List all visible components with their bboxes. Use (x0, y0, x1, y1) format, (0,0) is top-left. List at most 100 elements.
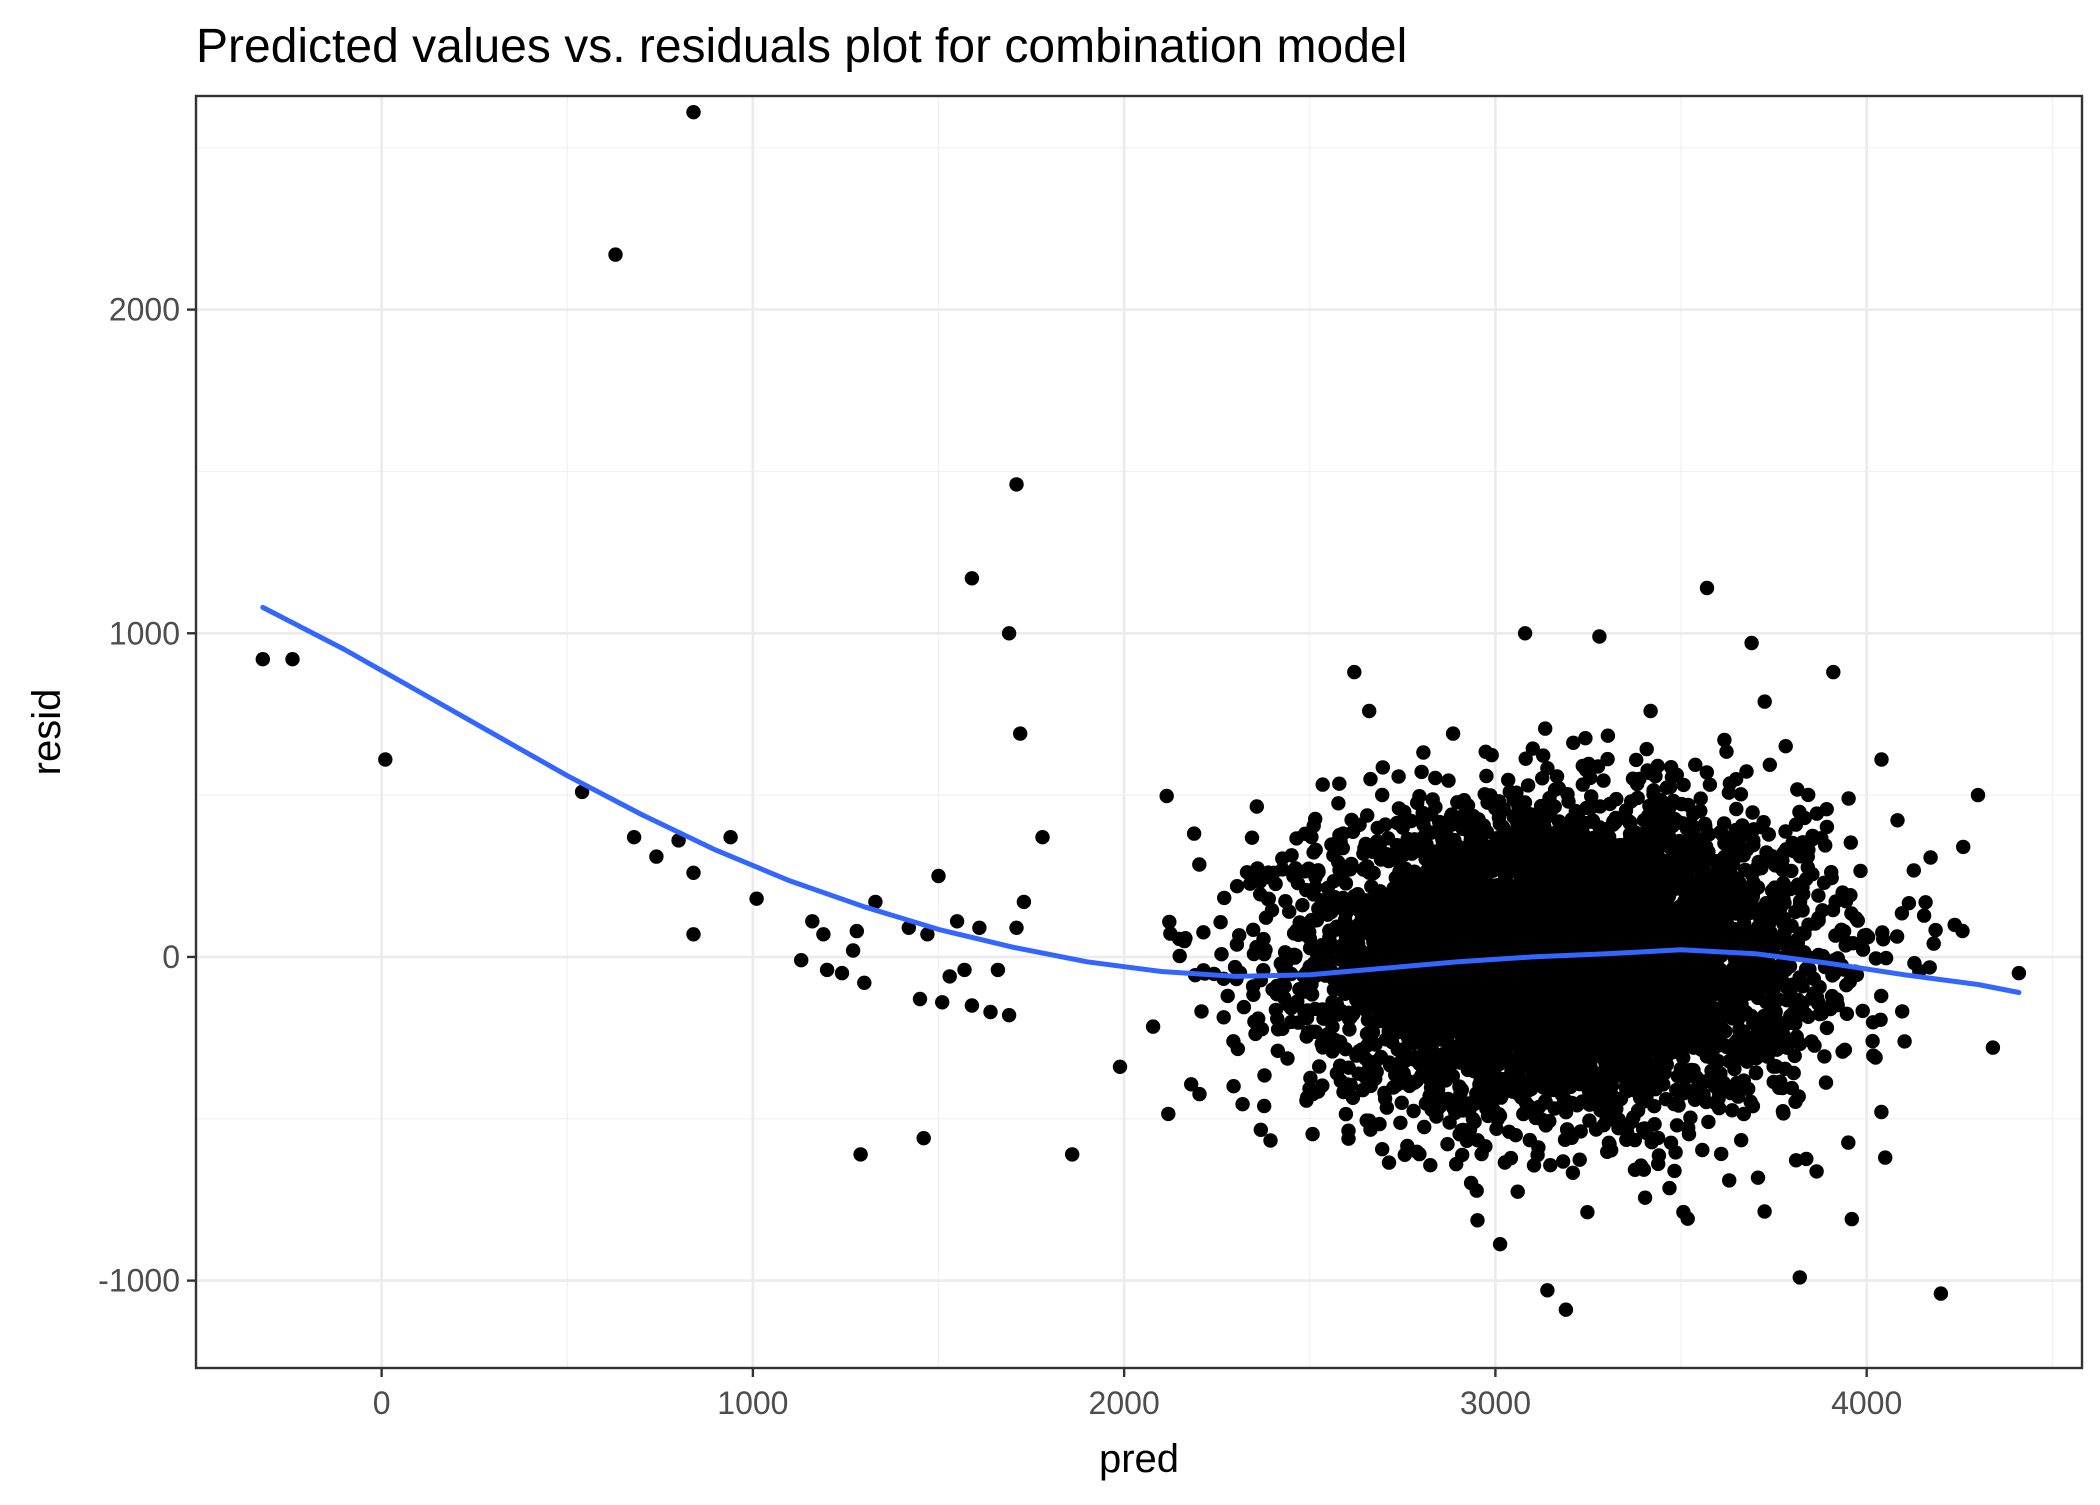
scatter-point (1600, 752, 1614, 766)
scatter-point (1799, 1152, 1813, 1166)
scatter-point (1511, 1185, 1525, 1199)
scatter-point (1366, 931, 1380, 945)
scatter-point (1638, 1191, 1652, 1205)
scatter-point (1257, 1099, 1271, 1113)
scatter-point (1360, 808, 1374, 822)
scatter-point (1305, 1127, 1319, 1141)
scatter-point (1596, 773, 1610, 787)
scatter-point (1230, 879, 1244, 893)
scatter-point (1478, 787, 1492, 801)
scatter-point (1839, 978, 1853, 992)
scatter-point (1263, 870, 1277, 884)
scatter-point (1243, 877, 1257, 891)
scatter-point (1245, 831, 1259, 845)
scatter-point (1804, 1034, 1818, 1048)
scatter-point (1184, 1077, 1198, 1091)
scatter-point (1927, 936, 1941, 950)
scatter-point (1760, 964, 1774, 978)
scatter-point (1873, 1013, 1887, 1027)
scatter-point (1160, 789, 1174, 803)
scatter-point (1694, 791, 1708, 805)
scatter-point (1325, 1019, 1339, 1033)
scatter-point (1113, 1060, 1127, 1074)
scatter-point (1758, 694, 1772, 708)
scatter-point (1231, 1042, 1245, 1056)
scatter-point (1235, 1097, 1249, 1111)
scatter-point (1719, 745, 1733, 759)
scatter-point (1556, 1154, 1570, 1168)
scatter-point (1406, 1104, 1420, 1118)
scatter-point (1663, 780, 1677, 794)
scatter-point (1874, 1105, 1888, 1119)
scatter-point (1263, 1133, 1277, 1147)
scatter-point (1629, 753, 1643, 767)
scatter-point (1360, 1113, 1374, 1127)
scatter-point (1440, 1137, 1454, 1151)
scatter-point (1734, 1133, 1748, 1147)
scatter-point (1416, 745, 1430, 759)
scatter-point (1519, 752, 1533, 766)
scatter-point (1393, 1116, 1407, 1130)
scatter-point (1676, 778, 1690, 792)
scatter-point (1538, 721, 1552, 735)
scatter-point (1751, 1171, 1765, 1185)
scatter-point (1351, 887, 1365, 901)
scatter-point (1876, 932, 1890, 946)
scatter-point (1412, 789, 1426, 803)
scatter-point (1830, 992, 1844, 1006)
scatter-point (1146, 1019, 1160, 1033)
scatter-point (1535, 1113, 1549, 1127)
scatter-point (1316, 777, 1330, 791)
scatter-point (1917, 908, 1931, 922)
scatter-point (1237, 1000, 1251, 1014)
scatter-point (1447, 849, 1461, 863)
scatter-point (1790, 1030, 1804, 1044)
scatter-point (1271, 1022, 1285, 1036)
scatter-point (1649, 827, 1663, 841)
scatter-point (1368, 1037, 1382, 1051)
scatter-point (1907, 956, 1921, 970)
scatter-point (1307, 819, 1321, 833)
scatter-point (1506, 810, 1520, 824)
scatter-point (1424, 807, 1438, 821)
scatter-point (1648, 769, 1662, 783)
scatter-point (1586, 814, 1600, 828)
scatter-point (1686, 807, 1700, 821)
scatter-point (1923, 850, 1937, 864)
scatter-point (1928, 923, 1942, 937)
scatter-point (1187, 826, 1201, 840)
scatter-point (1686, 819, 1700, 833)
scatter-point (1538, 1094, 1552, 1108)
scatter-point (1479, 769, 1493, 783)
scatter-point (1809, 1164, 1823, 1178)
scatter-point (1310, 913, 1324, 927)
scatter-point (1271, 1044, 1285, 1058)
scatter-point (1496, 1086, 1510, 1100)
scatter-point (1217, 1010, 1231, 1024)
scatter-point (1667, 1164, 1681, 1178)
scatter-point (1372, 1117, 1386, 1131)
chart-title: Predicted values vs. residuals plot for … (196, 20, 1407, 73)
scatter-point (1536, 748, 1550, 762)
scatter-point (1414, 1069, 1428, 1083)
scatter-point (1232, 928, 1246, 942)
scatter-point (1256, 932, 1270, 946)
scatter-point (1856, 1004, 1870, 1018)
scatter-point (1428, 771, 1442, 785)
scatter-point (1640, 742, 1654, 756)
scatter-point (1788, 1049, 1802, 1063)
scatter-point (1339, 1107, 1353, 1121)
scatter-point (1395, 1096, 1409, 1110)
scatter-point (1907, 863, 1921, 877)
scatter-point (1389, 1078, 1403, 1092)
scatter-point (1714, 1147, 1728, 1161)
scatter-point (1818, 838, 1832, 852)
scatter-point (1452, 1127, 1466, 1141)
scatter-point (1493, 1237, 1507, 1251)
scatter-point (1763, 758, 1777, 772)
scatter-point (1801, 843, 1815, 857)
scatter-point (1503, 785, 1517, 799)
scatter-point (1851, 913, 1865, 927)
scatter-point (1840, 1007, 1854, 1021)
